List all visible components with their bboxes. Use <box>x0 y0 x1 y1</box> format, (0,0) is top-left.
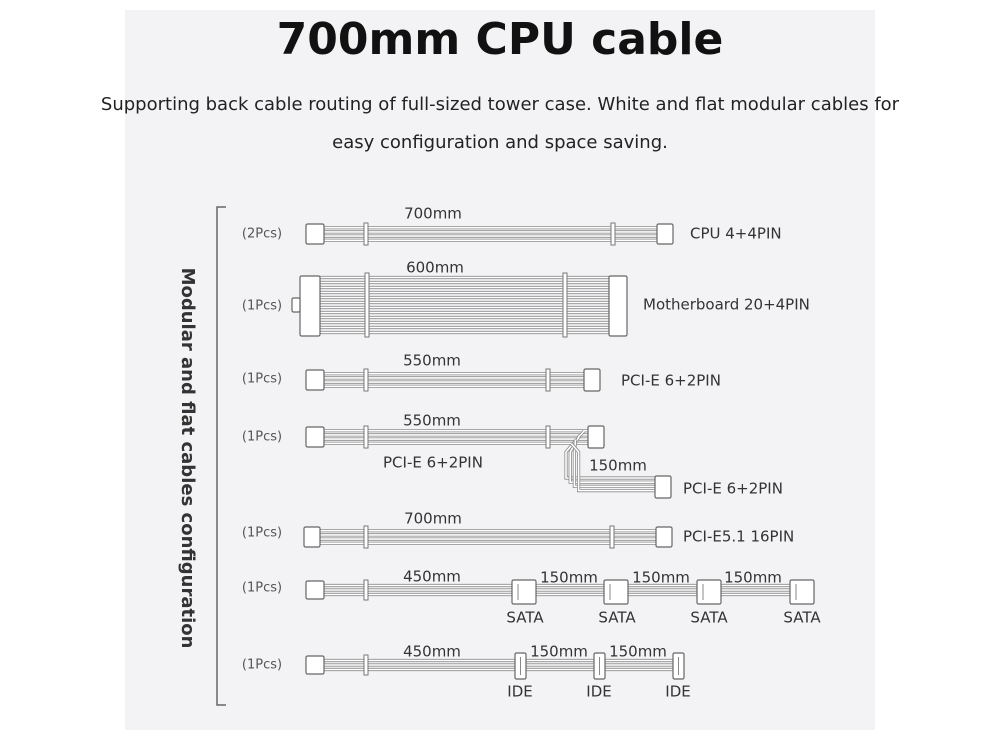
length: 450mm <box>403 568 461 586</box>
connector-label: SATA <box>598 609 636 627</box>
quantity: (1Pcs) <box>242 658 282 673</box>
connector <box>305 223 325 245</box>
connector-label: SATA <box>506 609 544 627</box>
connector-label: PCI-E 6+2PIN <box>683 480 783 498</box>
latch <box>291 297 301 313</box>
cable-comb <box>363 368 369 392</box>
connector <box>299 275 321 337</box>
wire <box>570 443 660 492</box>
connector <box>603 579 629 605</box>
bracket <box>216 206 226 706</box>
connector-label: PCI-E5.1 16PIN <box>683 528 794 546</box>
connector <box>305 369 325 391</box>
connector-label: PCI-E 6+2PIN <box>621 372 721 390</box>
length: 550mm <box>403 412 461 430</box>
quantity: (1Pcs) <box>242 430 282 445</box>
connector <box>789 579 815 605</box>
quantity: (2Pcs) <box>242 227 282 242</box>
connector <box>305 426 325 448</box>
side-label: Modular and flat cables configuration <box>177 268 198 649</box>
connector-label: IDE <box>507 683 532 701</box>
length: 600mm <box>406 259 464 277</box>
connector-label: SATA <box>783 609 821 627</box>
connector <box>656 223 674 245</box>
cable-comb <box>363 525 369 549</box>
length: 550mm <box>403 352 461 370</box>
title: 700mm CPU cable <box>276 14 724 65</box>
length: 700mm <box>404 205 462 223</box>
length: 150mm <box>589 457 647 475</box>
connector <box>587 425 605 449</box>
length: 150mm <box>530 643 588 661</box>
connector-label: IDE <box>586 683 611 701</box>
panel <box>125 10 875 730</box>
quantity: (1Pcs) <box>242 526 282 541</box>
connector <box>511 579 537 605</box>
length: 150mm <box>540 569 598 587</box>
connector <box>583 368 601 392</box>
cable-comb <box>610 222 616 246</box>
length: 150mm <box>632 569 690 587</box>
connector <box>608 275 628 337</box>
cable-comb <box>364 272 370 338</box>
connector-label: PCI-E 6+2PIN <box>383 454 483 472</box>
connector <box>303 526 321 548</box>
connector <box>305 580 325 600</box>
cable-comb <box>545 368 551 392</box>
cable-comb <box>609 525 615 549</box>
connector <box>305 655 325 675</box>
connector <box>696 579 722 605</box>
connector <box>654 475 672 499</box>
length: 450mm <box>403 643 461 661</box>
length: 700mm <box>404 510 462 528</box>
connector-label: IDE <box>665 683 690 701</box>
connector-label: Motherboard 20+4PIN <box>643 296 810 314</box>
connector-label: SATA <box>690 609 728 627</box>
cable-comb <box>363 654 369 676</box>
subtitle-line: easy configuration and space saving. <box>332 132 668 153</box>
length: 150mm <box>609 643 667 661</box>
subtitle-line: Supporting back cable routing of full-si… <box>100 94 900 115</box>
cable-comb <box>363 222 369 246</box>
quantity: (1Pcs) <box>242 299 282 314</box>
cable-comb <box>363 579 369 601</box>
quantity: (1Pcs) <box>242 581 282 596</box>
cable-comb <box>363 425 369 449</box>
length: 150mm <box>724 569 782 587</box>
cable-comb <box>562 272 568 338</box>
connector-label: CPU 4+4PIN <box>690 225 782 243</box>
connector <box>655 526 673 548</box>
cable-comb <box>545 425 551 449</box>
quantity: (1Pcs) <box>242 372 282 387</box>
